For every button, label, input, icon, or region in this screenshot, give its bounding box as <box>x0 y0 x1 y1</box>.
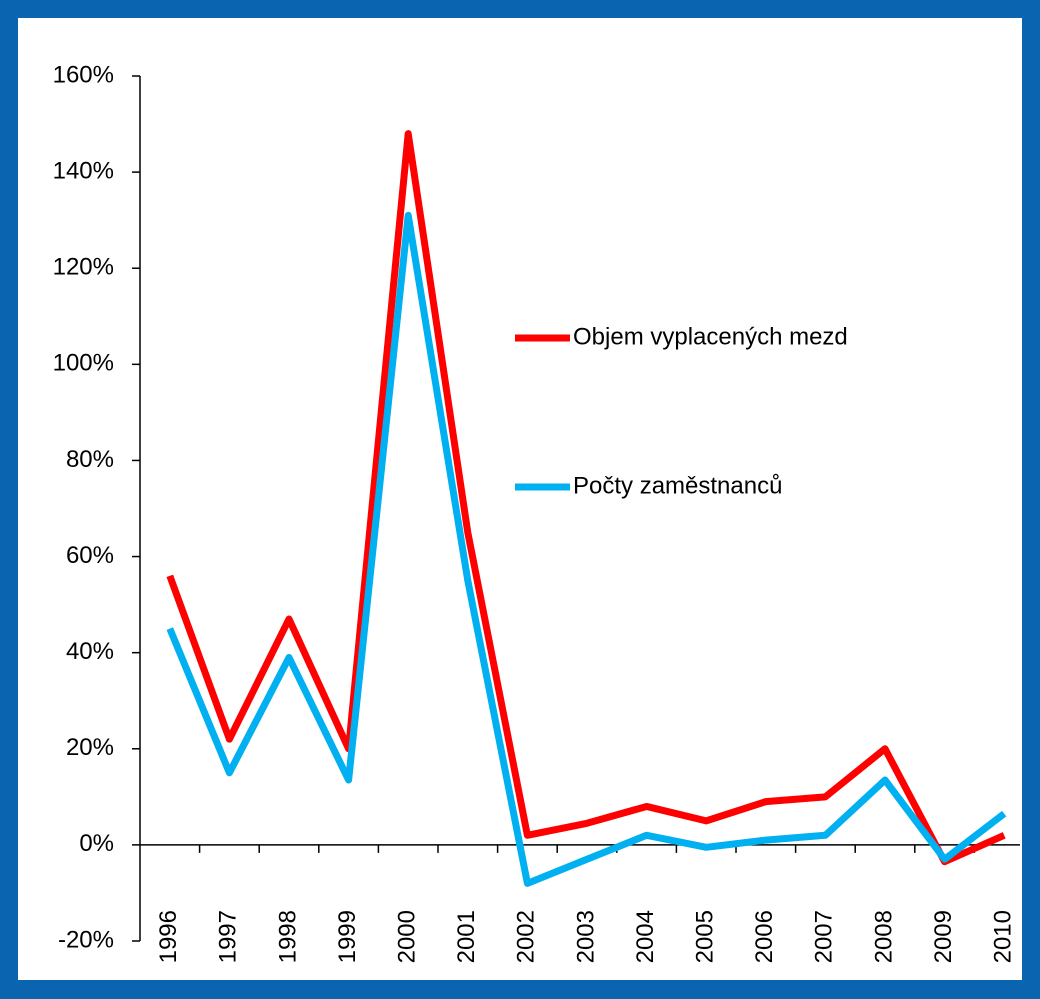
x-tick-label: 2004 <box>632 910 659 963</box>
y-tick-label: 0% <box>79 830 114 857</box>
x-tick-label: 1999 <box>334 910 361 963</box>
x-tick-label: 2006 <box>751 910 778 963</box>
legend-label: Počty zaměstnanců <box>573 472 782 499</box>
y-tick-label: 20% <box>66 734 114 761</box>
y-tick-label: 160% <box>53 61 114 88</box>
x-tick-label: 2005 <box>692 910 719 963</box>
y-tick-label: 100% <box>53 350 114 377</box>
line-series <box>166 130 1006 866</box>
y-tick-label: -20% <box>58 926 114 953</box>
x-tick-label: 2008 <box>870 910 897 963</box>
legend-label: Objem vyplacených mezd <box>573 323 848 350</box>
x-tick-label: 1997 <box>215 910 242 963</box>
line-series <box>166 211 1007 887</box>
y-tick-label: 60% <box>66 542 114 569</box>
chart-area <box>18 18 1022 980</box>
x-tick-label: 2003 <box>572 910 599 963</box>
y-tick-label: 40% <box>66 638 114 665</box>
x-tick-label: 2010 <box>990 910 1017 963</box>
y-tick-label: 120% <box>53 254 114 281</box>
x-tick-label: 2001 <box>453 910 480 963</box>
x-tick-label: 2007 <box>811 910 838 963</box>
x-tick-label: 2009 <box>930 910 957 963</box>
y-tick-label: 140% <box>53 157 114 184</box>
x-tick-label: 1996 <box>155 910 182 963</box>
x-tick-label: 1998 <box>274 910 301 963</box>
x-tick-label: 2000 <box>394 910 421 963</box>
y-tick-label: 80% <box>66 446 114 473</box>
x-tick-label: 2002 <box>513 910 540 963</box>
